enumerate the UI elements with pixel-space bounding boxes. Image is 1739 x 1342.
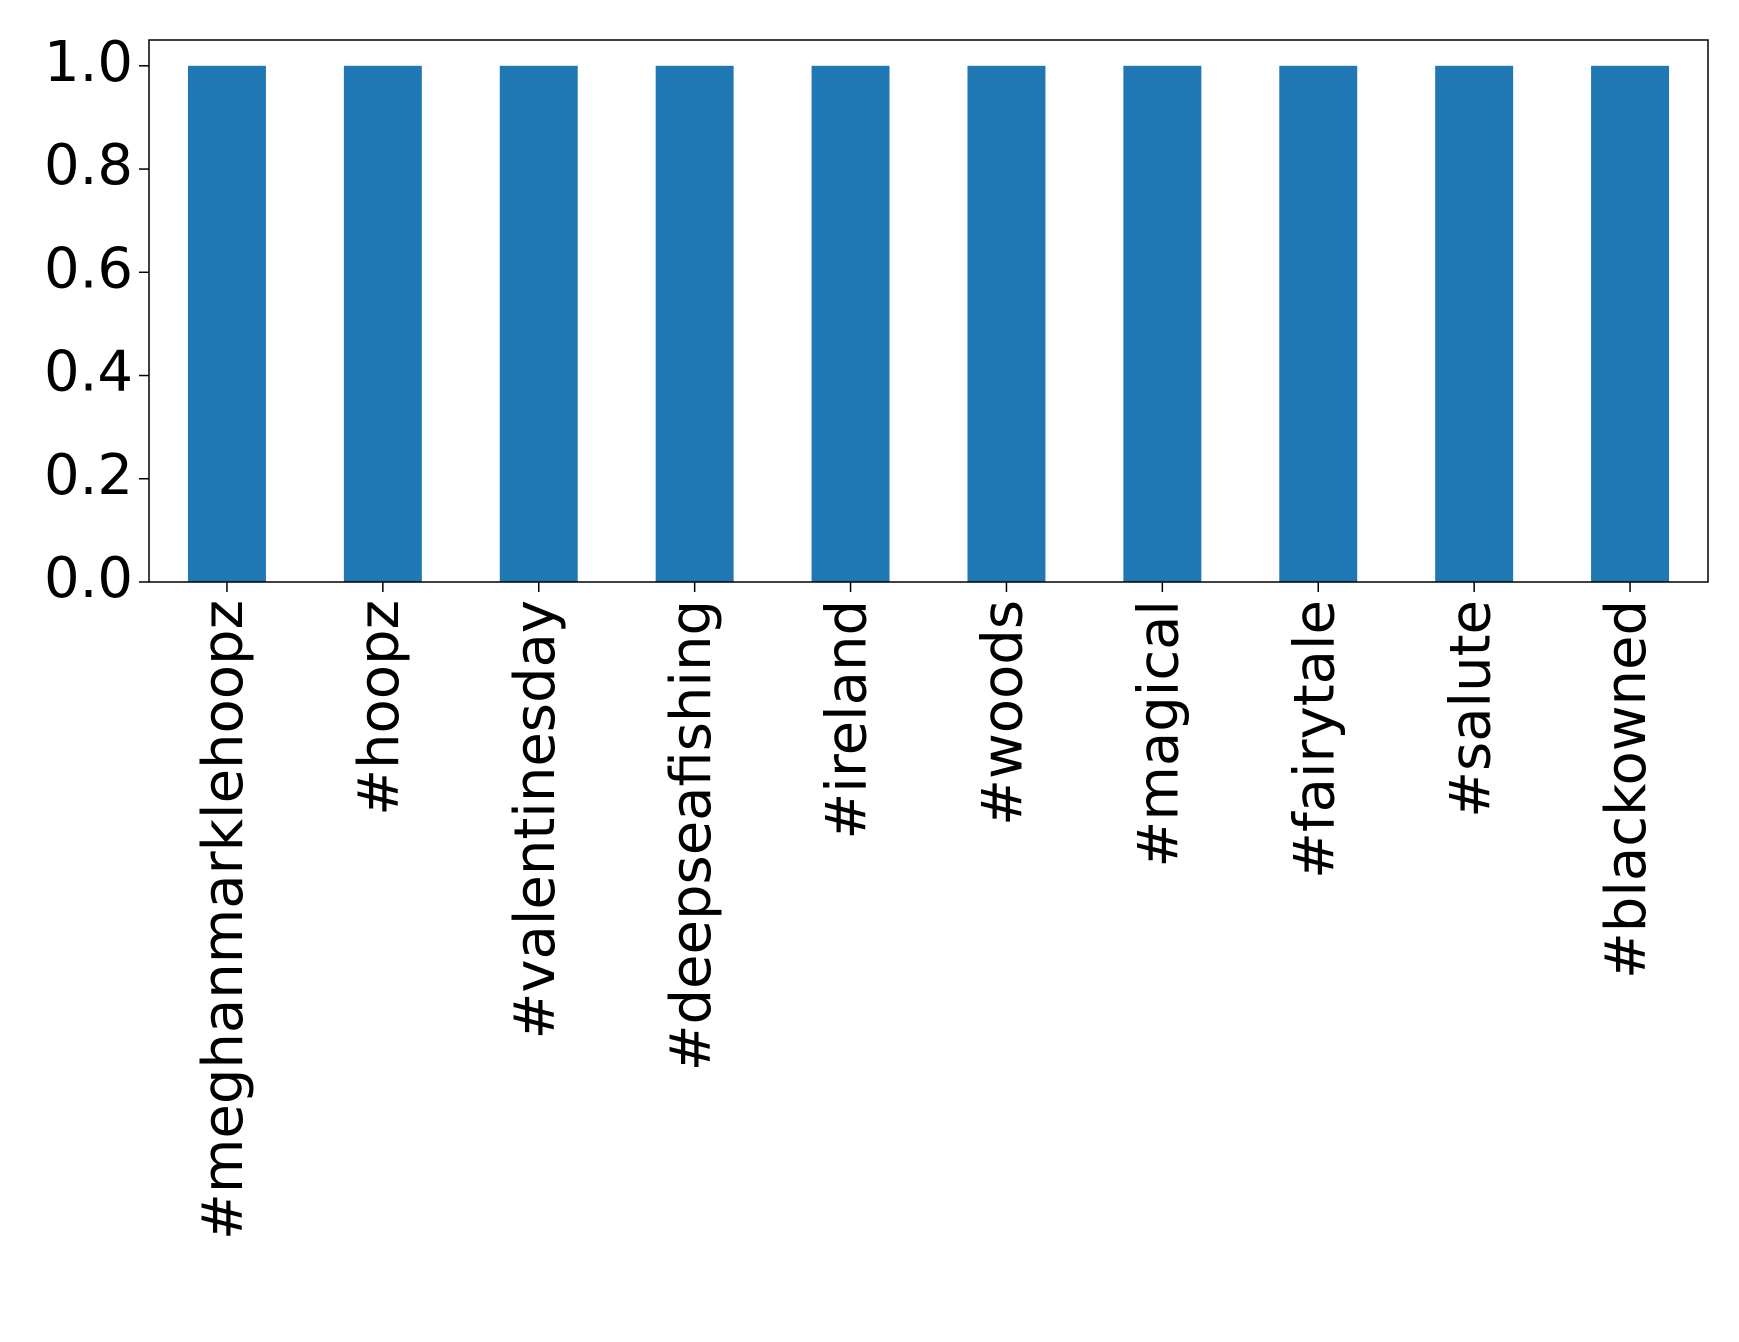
bar bbox=[811, 65, 890, 583]
x-tick-label: #woods bbox=[971, 600, 1036, 826]
bar bbox=[1279, 65, 1358, 583]
x-tick-label: #salute bbox=[1438, 600, 1503, 818]
x-tick-label: #fairytale bbox=[1282, 600, 1347, 879]
bar bbox=[187, 65, 266, 583]
y-tick-label: 0.6 bbox=[44, 236, 133, 301]
y-tick-label: 0.4 bbox=[44, 340, 133, 405]
x-tick-label: #meghanmarklehoopz bbox=[191, 600, 256, 1240]
plot-frame bbox=[148, 39, 1709, 583]
bar bbox=[1591, 65, 1670, 583]
x-tick-label: #hoopz bbox=[347, 600, 412, 816]
y-tick-label: 0.2 bbox=[44, 443, 133, 508]
y-tick-label: 1.0 bbox=[44, 30, 133, 95]
x-tick-label: #blackowned bbox=[1594, 600, 1659, 979]
x-tick-label: #valentinesday bbox=[503, 600, 568, 1040]
x-tick-label: #magical bbox=[1126, 600, 1191, 868]
bar bbox=[967, 65, 1046, 583]
bar bbox=[499, 65, 578, 583]
bar bbox=[1123, 65, 1202, 583]
x-tick-label: #ireland bbox=[815, 600, 880, 840]
y-tick-label: 0.0 bbox=[44, 546, 133, 611]
x-tick-label: #deepseafishing bbox=[659, 600, 724, 1071]
y-tick-label: 0.8 bbox=[44, 133, 133, 198]
bar bbox=[1435, 65, 1514, 583]
bar bbox=[655, 65, 734, 583]
bar bbox=[343, 65, 422, 583]
